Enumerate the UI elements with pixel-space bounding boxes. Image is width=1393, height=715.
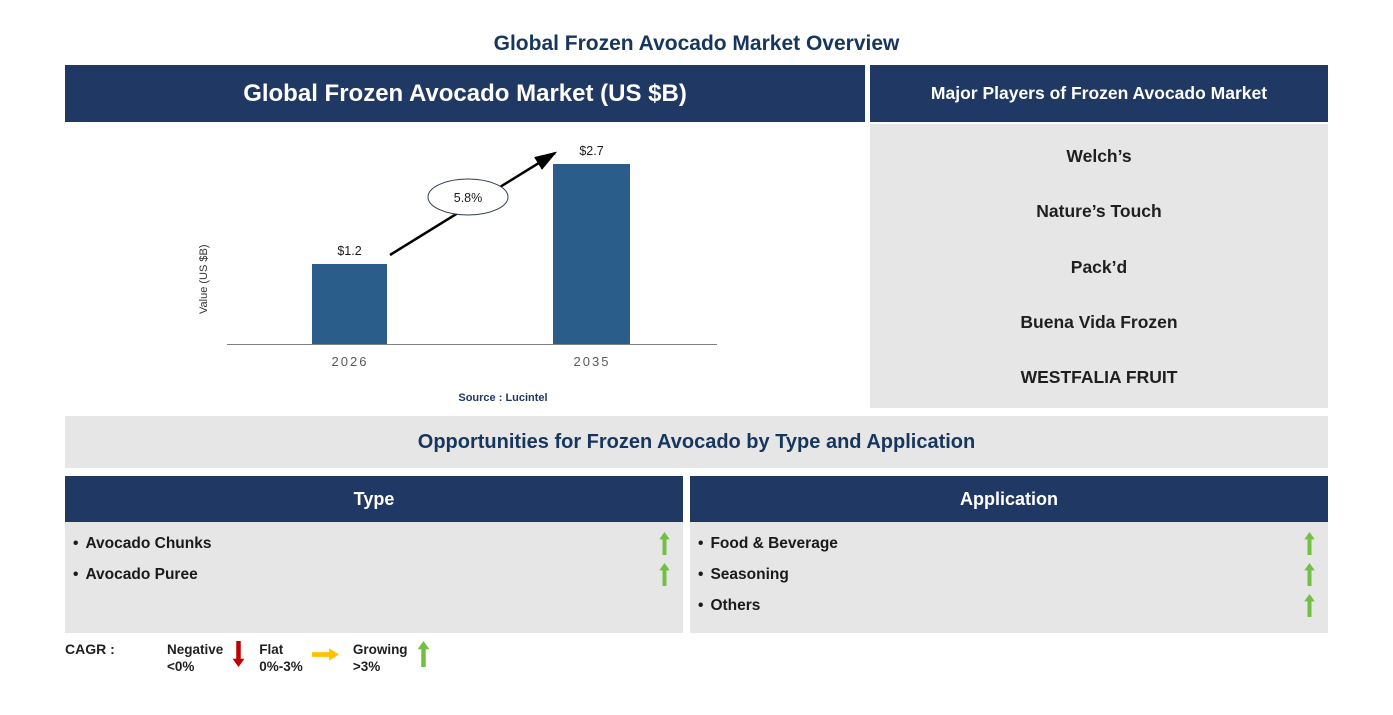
legend-negative: Negative <0%: [167, 641, 245, 675]
application-item-label: Seasoning: [710, 565, 789, 583]
cagr-trend-arrow-icon: 5.8%: [389, 151, 558, 257]
player-item: Buena Vida Frozen: [1020, 311, 1178, 332]
type-list: • Avocado Chunks • Avocado Puree: [65, 522, 683, 633]
bullet: •: [698, 596, 704, 614]
x-axis-line: [227, 344, 717, 345]
players-list: Welch’s Nature’s Touch Pack’d Buena Vida…: [870, 124, 1328, 408]
chart-panel-title: Global Frozen Avocado Market (US $B): [243, 79, 687, 107]
legend-flat: Flat 0%-3%: [259, 641, 339, 675]
legend-name: Flat: [259, 642, 284, 657]
cagr-legend: CAGR : Negative <0% Flat 0%-3% Growing >…: [65, 641, 430, 675]
type-item-text: • Avocado Chunks: [73, 535, 211, 553]
application-item: • Food & Beverage: [690, 528, 1328, 559]
legend-range: >3%: [352, 659, 381, 674]
growth-up-icon: [659, 563, 670, 586]
application-item-text: • Others: [698, 597, 760, 615]
legend-range: <0%: [167, 659, 195, 674]
bar-rect-2035: [553, 164, 630, 344]
legend-name: Negative: [167, 642, 224, 657]
application-list: • Food & Beverage • Seasoning • Others: [690, 522, 1328, 633]
bar-rect-2026: [312, 264, 387, 344]
player-item: Nature’s Touch: [1036, 201, 1162, 222]
player-item: WESTFALIA FRUIT: [1020, 367, 1178, 387]
application-item: • Seasoning: [690, 559, 1328, 590]
page-title: Global Frozen Avocado Market Overview: [493, 32, 900, 55]
bar-2026: $1.2: [312, 244, 387, 344]
bar-value-label: $2.7: [579, 144, 604, 158]
type-item-label: Avocado Puree: [85, 565, 198, 583]
application-item-label: Food & Beverage: [710, 534, 838, 552]
legend-growing-text: Growing >3%: [353, 641, 408, 675]
bar-chart: Value (US $B) 5.8% $1.2 $2.7 2026 2035 S…: [65, 122, 865, 414]
player-item: Welch’s: [1066, 146, 1132, 166]
legend-flat-text: Flat 0%-3%: [259, 641, 303, 675]
application-header: Application: [690, 476, 1328, 522]
players-panel-title: Major Players of Frozen Avocado Market: [930, 83, 1268, 103]
source-note: Source : Lucintel: [458, 392, 548, 404]
type-item-text: • Avocado Puree: [73, 566, 198, 584]
x-tick-2026: 2026: [331, 354, 369, 369]
bullet: •: [73, 534, 79, 552]
bullet: •: [698, 534, 704, 552]
bullet: •: [698, 565, 704, 583]
growing-up-icon: [417, 641, 429, 667]
flat-right-icon: [311, 648, 339, 661]
cagr-ellipse: [427, 178, 509, 216]
players-panel-header: Major Players of Frozen Avocado Market: [870, 65, 1328, 122]
legend-range: 0%-3%: [259, 659, 303, 674]
legend-negative-text: Negative <0%: [167, 641, 223, 675]
cagr-legend-label: CAGR :: [65, 641, 115, 657]
cagr-value: 5.8%: [454, 191, 483, 205]
type-header: Type: [65, 476, 683, 522]
legend-growing: Growing >3%: [353, 641, 430, 675]
bar-2035: $2.7: [553, 144, 630, 344]
growth-up-icon: [1304, 594, 1315, 617]
chart-panel-header: Global Frozen Avocado Market (US $B): [65, 65, 865, 122]
growth-up-icon: [1304, 563, 1315, 586]
opportunities-banner: Opportunities for Frozen Avocado by Type…: [65, 416, 1328, 468]
bullet: •: [73, 565, 79, 583]
x-tick-2035: 2035: [573, 354, 611, 369]
legend-name: Growing: [352, 642, 408, 657]
type-item-label: Avocado Chunks: [85, 534, 212, 552]
type-item: • Avocado Puree: [65, 559, 683, 590]
application-item-text: • Seasoning: [698, 566, 789, 584]
bar-value-label: $1.2: [337, 244, 362, 258]
application-item-label: Others: [710, 596, 761, 614]
player-item: Pack’d: [1070, 256, 1128, 277]
growth-up-icon: [1304, 532, 1315, 555]
application-item-text: • Food & Beverage: [698, 535, 838, 553]
growth-up-icon: [659, 532, 670, 555]
type-item: • Avocado Chunks: [65, 528, 683, 559]
application-item: • Others: [690, 590, 1328, 621]
negative-down-icon: [232, 641, 245, 667]
